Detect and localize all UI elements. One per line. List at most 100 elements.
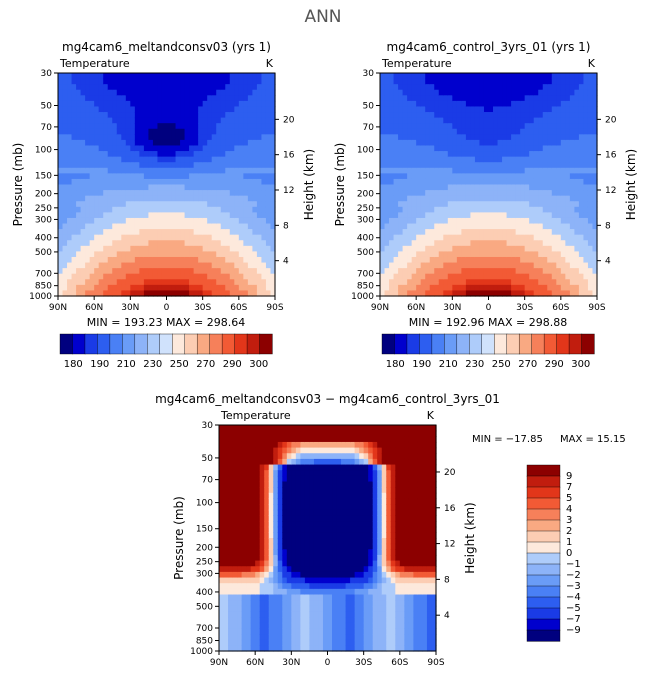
heatmap-cell [85,251,90,257]
heatmap-cell [194,145,199,151]
heatmap-cell [502,118,507,124]
heatmap-cell [148,190,153,196]
heatmap-cell [224,431,229,437]
heatmap-cell [484,201,489,207]
heatmap-cell [180,185,185,191]
heatmap-cell [493,101,498,107]
heatmap-cell [203,140,208,146]
heatmap-cell [63,218,68,224]
heatmap-cell [538,90,543,96]
heatmap-cell [144,235,149,241]
heatmap-cell [67,173,72,179]
heatmap-cell [180,201,185,207]
heatmap-cell [534,84,539,90]
y-axis-label: Pressure (mb) [11,143,25,227]
heatmap-cell [452,134,457,140]
heatmap-cell [300,617,305,623]
heatmap-cell [556,84,561,90]
heatmap-cell [291,617,296,623]
heatmap-cell [556,246,561,252]
heatmap-cell [534,218,539,224]
heatmap-cell [261,157,266,163]
heatmap-cell [81,268,86,274]
heatmap-cell [323,448,328,454]
heatmap-cell [81,129,86,135]
heatmap-cell [561,140,566,146]
heatmap-cell [157,118,162,124]
heatmap-cell [230,285,235,291]
heatmap-cell [153,240,158,246]
heatmap-cell [502,212,507,218]
heatmap-cell [185,263,190,269]
heatmap-cell [167,251,172,257]
heatmap-cell [479,268,484,274]
heatmap-cell [228,617,233,623]
heatmap-cell [194,185,199,191]
heatmap-cell [239,173,244,179]
heatmap-cell [153,235,158,241]
heatmap-cell [547,145,552,151]
heatmap-cell [63,173,68,179]
heatmap-cell [282,561,287,567]
heatmap-cell [185,112,190,118]
heatmap-cell [198,201,203,207]
heatmap-cell [412,274,417,280]
heatmap-cell [448,240,453,246]
heatmap-cell [224,425,229,431]
heatmap-cell [511,162,516,168]
heatmap-cell [475,179,480,185]
heatmap-cell [153,212,158,218]
heatmap-cell [425,285,430,291]
heatmap-cell [430,145,435,151]
heatmap-cell [260,459,265,465]
heatmap-cell [126,118,131,124]
heatmap-cell [246,634,251,640]
heatmap-cell [76,251,81,257]
heatmap-cell [261,251,266,257]
heatmap-cell [543,279,548,285]
heatmap-cell [314,617,319,623]
heatmap-cell [389,112,394,118]
heatmap-cell [207,101,212,107]
heatmap-cell [189,246,194,252]
heatmap-cell [144,218,149,224]
heatmap-cell [457,257,462,263]
heatmap-cell [534,168,539,174]
heatmap-cell [203,240,208,246]
heatmap-cell [76,90,81,96]
heatmap-cell [479,151,484,157]
heatmap-cell [261,162,266,168]
heatmap-cell [203,196,208,202]
heatmap-cell [296,640,301,646]
heatmap-cell [588,101,593,107]
heatmap-cell [534,134,539,140]
heatmap-cell [434,173,439,179]
heatmap-cell [430,129,435,135]
heatmap-cell [233,465,238,471]
heatmap-cell [189,196,194,202]
heatmap-cell [529,212,534,218]
heatmap-cell [260,611,265,617]
heatmap-cell [318,640,323,646]
heatmap-cell [239,157,244,163]
heatmap-cell [103,129,108,135]
heatmap-cell [108,268,113,274]
heatmap-cell [189,112,194,118]
heatmap-cell [261,201,266,207]
heatmap-cell [260,436,265,442]
heatmap-cell [296,442,301,448]
heatmap-cell [108,151,113,157]
heatmap-cell [538,235,543,241]
heatmap-cell [461,129,466,135]
heatmap-cell [85,224,90,230]
heatmap-cell [461,73,466,79]
heatmap-cell [228,611,233,617]
heatmap-cell [257,212,262,218]
heatmap-cell [264,623,269,629]
heatmap-cell [287,617,292,623]
heatmap-cell [112,212,117,218]
heatmap-cell [443,201,448,207]
heatmap-cell [130,168,135,174]
heatmap-cell [314,595,319,601]
heatmap-cell [439,190,444,196]
